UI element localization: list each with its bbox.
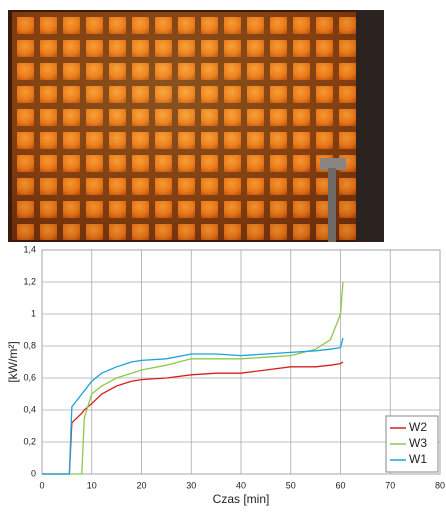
y-tick-label: 0,2	[23, 436, 36, 446]
x-tick-label: 30	[186, 480, 196, 490]
y-tick-label: 1	[31, 308, 36, 318]
x-tick-label: 80	[435, 480, 445, 490]
photo	[8, 10, 384, 242]
x-axis-label: Czas [min]	[213, 492, 270, 506]
y-tick-label: 0	[31, 468, 36, 478]
legend-label: W3	[409, 436, 427, 450]
y-tick-label: 0,8	[23, 340, 36, 350]
y-tick-label: 0,4	[23, 404, 36, 414]
x-tick-label: 40	[236, 480, 246, 490]
x-tick-label: 60	[335, 480, 345, 490]
series-line	[42, 361, 344, 475]
x-tick-label: 50	[286, 480, 296, 490]
legend-label: W1	[409, 452, 427, 466]
y-tick-label: 1,2	[23, 276, 36, 286]
x-tick-label: 10	[87, 480, 97, 490]
series-line	[42, 281, 344, 475]
legend: W2 W3 W1	[385, 415, 439, 473]
x-tick-label: 0	[39, 480, 44, 490]
legend-label: W2	[409, 420, 427, 434]
y-tick-label: 0,6	[23, 372, 36, 382]
x-tick-label: 70	[385, 480, 395, 490]
x-tick-label: 20	[136, 480, 146, 490]
y-axis-label: [kW/m²]	[6, 341, 20, 382]
series-line	[42, 337, 344, 475]
y-tick-label: 1,4	[23, 244, 36, 254]
